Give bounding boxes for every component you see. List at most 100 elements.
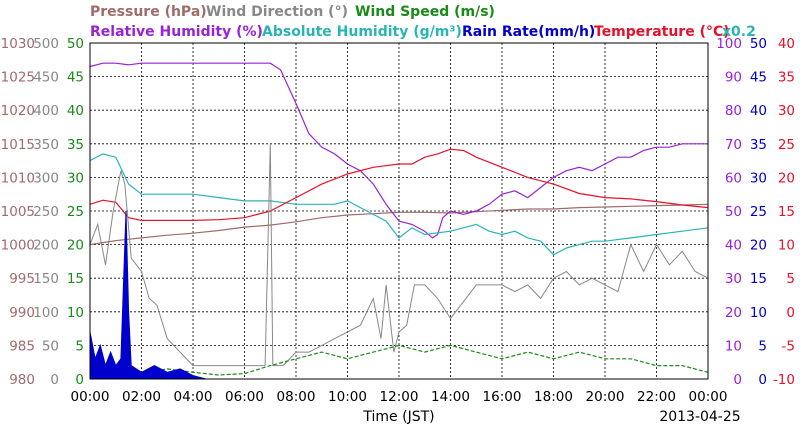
tick-label-pressure: 990 (9, 305, 35, 321)
tick-label-x: 22:00 (637, 389, 676, 405)
series-abs_h (89, 153, 709, 256)
tick-label-pressure: 1000 (1, 238, 35, 254)
tick-label-rain: 25 (750, 204, 767, 220)
tick-label-rain: 5 (758, 338, 767, 354)
series-layer (89, 62, 709, 380)
series-rh (89, 62, 708, 239)
legend-rain: Rain Rate(mm/h) (462, 24, 595, 40)
tick-label-temp: 15 (778, 204, 795, 220)
tick-label-rh: 10 (725, 338, 742, 354)
date-label: 2013-04-25 (659, 409, 740, 425)
x-axis-label: Time (JST) (362, 409, 434, 425)
tick-label-rain: 40 (750, 103, 767, 119)
tick-label-rain: 20 (750, 238, 767, 254)
tick-label-pressure: 985 (9, 338, 35, 354)
tick-label-rain: 10 (750, 305, 767, 321)
tick-label-rain: 0 (758, 372, 767, 388)
tick-label-x: 04:00 (174, 389, 213, 405)
tick-label-rh: 40 (725, 238, 742, 254)
tick-label-temp: 10 (778, 238, 795, 254)
tick-label-wind_dir: 350 (33, 137, 59, 153)
legend-rh: Relative Humidity (%) (90, 24, 263, 40)
tick-label-wind_dir: 450 (33, 70, 59, 86)
tick-label-temp: 25 (778, 137, 795, 153)
tick-label-wind_speed: 40 (67, 103, 84, 119)
tick-label-wind_dir: 100 (33, 305, 59, 321)
tick-label-rh: 70 (725, 137, 742, 153)
tick-label-temp: 30 (778, 103, 795, 119)
tick-label-wind_speed: 5 (75, 338, 84, 354)
tick-label-rain: 50 (750, 36, 767, 52)
tick-label-temp: -5 (782, 338, 795, 354)
axis-tick-labels: 9809859909951000100510101015102010251030… (1, 36, 795, 405)
tick-label-wind_dir: 50 (42, 338, 59, 354)
tick-label-pressure: 1010 (1, 170, 35, 186)
tick-label-wind_dir: 250 (33, 204, 59, 220)
plot-frame (89, 42, 709, 380)
series-temp (89, 148, 709, 221)
legend-wind_speed: Wind Speed (m/s) (355, 4, 495, 20)
tick-label-wind_speed: 45 (67, 70, 84, 86)
tick-label-pressure: 1030 (1, 36, 35, 52)
tick-label-x: 00:00 (689, 389, 728, 405)
tick-label-temp: 5 (786, 271, 795, 287)
multiplier-note: x0.2 (722, 24, 756, 40)
tick-label-x: 06:00 (225, 389, 264, 405)
tick-label-x: 16:00 (483, 389, 522, 405)
tick-label-wind_speed: 15 (67, 271, 84, 287)
tick-label-pressure: 1005 (1, 204, 35, 220)
legend-pressure: Pressure (hPa) (90, 4, 207, 20)
series-rain (89, 210, 708, 380)
tick-label-wind_speed: 20 (67, 238, 84, 254)
tick-label-wind_speed: 35 (67, 137, 84, 153)
tick-label-x: 12:00 (380, 389, 419, 405)
legend-temp: Temperature (°C) (594, 24, 730, 40)
tick-label-wind_dir: 500 (33, 36, 59, 52)
tick-label-temp: 20 (778, 170, 795, 186)
tick-label-temp: -10 (773, 372, 795, 388)
tick-label-x: 18:00 (534, 389, 573, 405)
tick-label-wind_dir: 300 (33, 170, 59, 186)
tick-label-x: 10:00 (328, 389, 367, 405)
tick-label-wind_dir: 200 (33, 238, 59, 254)
tick-label-rh: 50 (725, 204, 742, 220)
tick-label-wind_speed: 50 (67, 36, 84, 52)
tick-label-rh: 20 (725, 305, 742, 321)
tick-label-x: 20:00 (586, 389, 625, 405)
legend-abs_h: Absolute Humidity (g/m³) (262, 24, 462, 40)
tick-label-pressure: 1020 (1, 103, 35, 119)
tick-label-rh: 100 (716, 36, 742, 52)
grid-lines (90, 43, 708, 379)
tick-label-rain: 45 (750, 70, 767, 86)
tick-label-wind_speed: 0 (75, 372, 84, 388)
tick-label-pressure: 1015 (1, 137, 35, 153)
tick-label-pressure: 980 (9, 372, 35, 388)
legend: Pressure (hPa) Wind Direction (°) Wind Spe… (90, 4, 756, 40)
tick-label-temp: 35 (778, 70, 795, 86)
tick-label-temp: 40 (778, 36, 795, 52)
tick-label-wind_speed: 10 (67, 305, 84, 321)
tick-label-rain: 15 (750, 271, 767, 287)
series-pressure (89, 203, 709, 246)
tick-label-wind_dir: 150 (33, 271, 59, 287)
tick-label-rh: 60 (725, 170, 742, 186)
tick-label-x: 08:00 (277, 389, 316, 405)
tick-label-wind_speed: 25 (67, 204, 84, 220)
tick-label-temp: 0 (786, 305, 795, 321)
series-wind_dir (89, 143, 709, 367)
tick-label-x: 02:00 (122, 389, 161, 405)
tick-label-rh: 30 (725, 271, 742, 287)
tick-label-x: 00:00 (71, 389, 110, 405)
tick-label-wind_speed: 30 (67, 170, 84, 186)
tick-label-wind_dir: 0 (50, 372, 59, 388)
tick-label-rh: 80 (725, 103, 742, 119)
legend-wind_dir: Wind Direction (°) (206, 4, 348, 20)
tick-label-x: 14:00 (431, 389, 470, 405)
tick-label-wind_dir: 400 (33, 103, 59, 119)
tick-label-pressure: 995 (9, 271, 35, 287)
tick-label-rh: 0 (733, 372, 742, 388)
tick-label-rh: 90 (725, 70, 742, 86)
tick-label-pressure: 1025 (1, 70, 35, 86)
series-wind_speed (89, 344, 709, 377)
